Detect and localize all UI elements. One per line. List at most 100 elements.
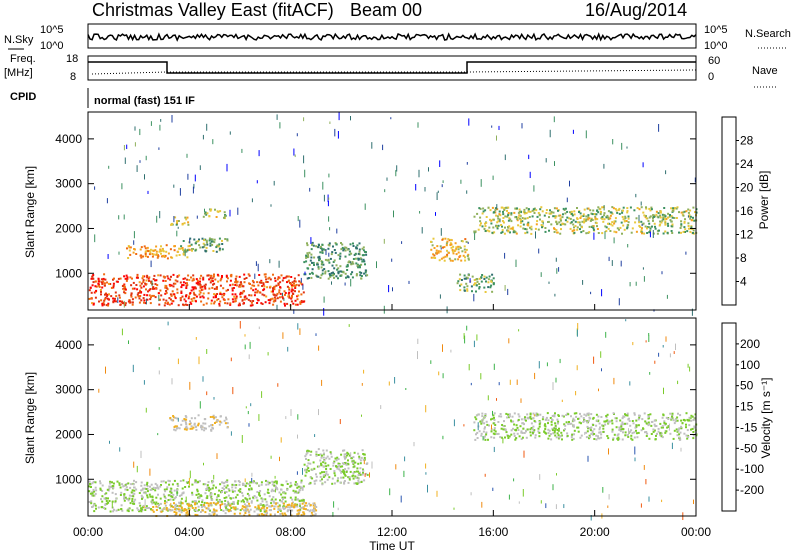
echo-pixel: [364, 269, 367, 272]
echo-pixel: [631, 438, 634, 441]
echo-pixel: [608, 420, 611, 423]
echo-pixel: [328, 261, 331, 264]
echo-pixel: [274, 279, 277, 282]
echo-pixel: [466, 285, 469, 288]
echo-pixel: [690, 419, 693, 422]
echo-pixel: [659, 223, 662, 226]
echo-pixel: [172, 506, 175, 509]
echo-pixel: [661, 271, 663, 275]
echo-pixel: [187, 297, 190, 300]
echo-pixel: [582, 213, 585, 216]
echo-pixel: [568, 421, 570, 423]
echo-pixel: [554, 215, 557, 218]
echo-pixel: [692, 431, 695, 433]
echo-pixel: [490, 284, 493, 287]
echo-pixel: [319, 459, 322, 462]
echo-pixel: [520, 211, 522, 214]
echo-pixel: [442, 180, 444, 183]
echo-pixel: [276, 292, 279, 295]
echo-pixel: [642, 162, 644, 168]
echo-pixel: [130, 292, 133, 295]
echo-pixel: [121, 509, 124, 512]
echo-pixel: [234, 300, 237, 303]
echo-pixel: [260, 302, 263, 305]
echo-pixel: [132, 251, 135, 254]
echo-pixel: [633, 436, 636, 439]
echo-pixel: [432, 237, 435, 240]
echo-pixel: [238, 483, 241, 486]
echo-pixel: [463, 277, 466, 280]
echo-pixel: [435, 251, 438, 254]
echo-pixel: [133, 479, 135, 482]
echo-pixel: [657, 430, 660, 433]
echo-pixel: [553, 207, 556, 210]
echo-pixel: [226, 163, 228, 172]
echo-pixel: [130, 495, 133, 498]
echo-pixel: [321, 269, 324, 272]
echo-pixel: [650, 208, 653, 211]
echo-pixel: [491, 290, 494, 293]
echo-pixel: [252, 289, 255, 292]
echo-pixel: [289, 282, 292, 285]
echo-pixel: [157, 506, 160, 509]
echo-pixel: [330, 452, 333, 455]
echo-pixel: [310, 450, 313, 453]
echo-pixel: [262, 289, 265, 292]
x-tick-label: 12:00: [377, 525, 407, 539]
echo-pixel: [114, 493, 117, 496]
echo-pixel: [630, 434, 633, 437]
echo-pixel: [579, 228, 581, 231]
echo-pixel: [505, 206, 507, 209]
echo-pixel: [582, 280, 584, 285]
echo-pixel: [588, 427, 591, 430]
echo-pixel: [685, 423, 687, 426]
echo-pixel: [206, 502, 208, 505]
echo-pixel: [491, 417, 494, 420]
echo-pixel: [298, 499, 301, 502]
echo-pixel: [139, 254, 142, 257]
echo-pixel: [273, 285, 276, 288]
echo-pixel: [536, 413, 539, 416]
echo-pixel: [548, 429, 551, 432]
echo-pixel: [659, 422, 662, 425]
echo-pixel: [180, 290, 183, 293]
echo-pixel: [463, 245, 466, 248]
echo-pixel: [149, 251, 152, 254]
echo-pixel: [353, 451, 356, 454]
echo-pixel: [196, 490, 199, 493]
echo-pixel: [270, 204, 272, 207]
echo-pixel: [270, 502, 273, 505]
echo-pixel: [678, 427, 681, 430]
echo-pixel: [326, 473, 329, 476]
echo-pixel: [356, 247, 358, 250]
echo-pixel: [146, 294, 149, 297]
echo-pixel: [691, 415, 694, 418]
echo-pixel: [225, 289, 228, 292]
echo-pixel: [646, 226, 649, 229]
echo-pixel: [237, 207, 239, 215]
echo-pixel: [493, 231, 496, 234]
echo-pixel: [663, 421, 666, 424]
echo-pixel: [455, 246, 458, 249]
echo-pixel: [358, 481, 361, 484]
echo-pixel: [603, 205, 605, 211]
echo-pixel: [225, 416, 227, 419]
echo-pixel: [282, 277, 285, 280]
echo-pixel: [682, 230, 685, 233]
echo-pixel: [585, 414, 588, 417]
echo-pixel: [312, 508, 315, 511]
echo-pixel: [197, 508, 200, 511]
echo-pixel: [194, 287, 197, 290]
echo-pixel: [521, 436, 524, 439]
echo-pixel: [334, 128, 336, 137]
echo-pixel: [681, 422, 684, 425]
echo-pixel: [659, 432, 662, 435]
echo-pixel: [268, 505, 271, 508]
echo-pixel: [331, 264, 334, 267]
velocity-heatmap: [88, 319, 698, 521]
echo-pixel: [523, 212, 526, 215]
echo-pixel: [93, 510, 96, 513]
echo-pixel: [110, 295, 113, 298]
echo-pixel: [552, 484, 554, 491]
echo-pixel: [566, 434, 569, 437]
